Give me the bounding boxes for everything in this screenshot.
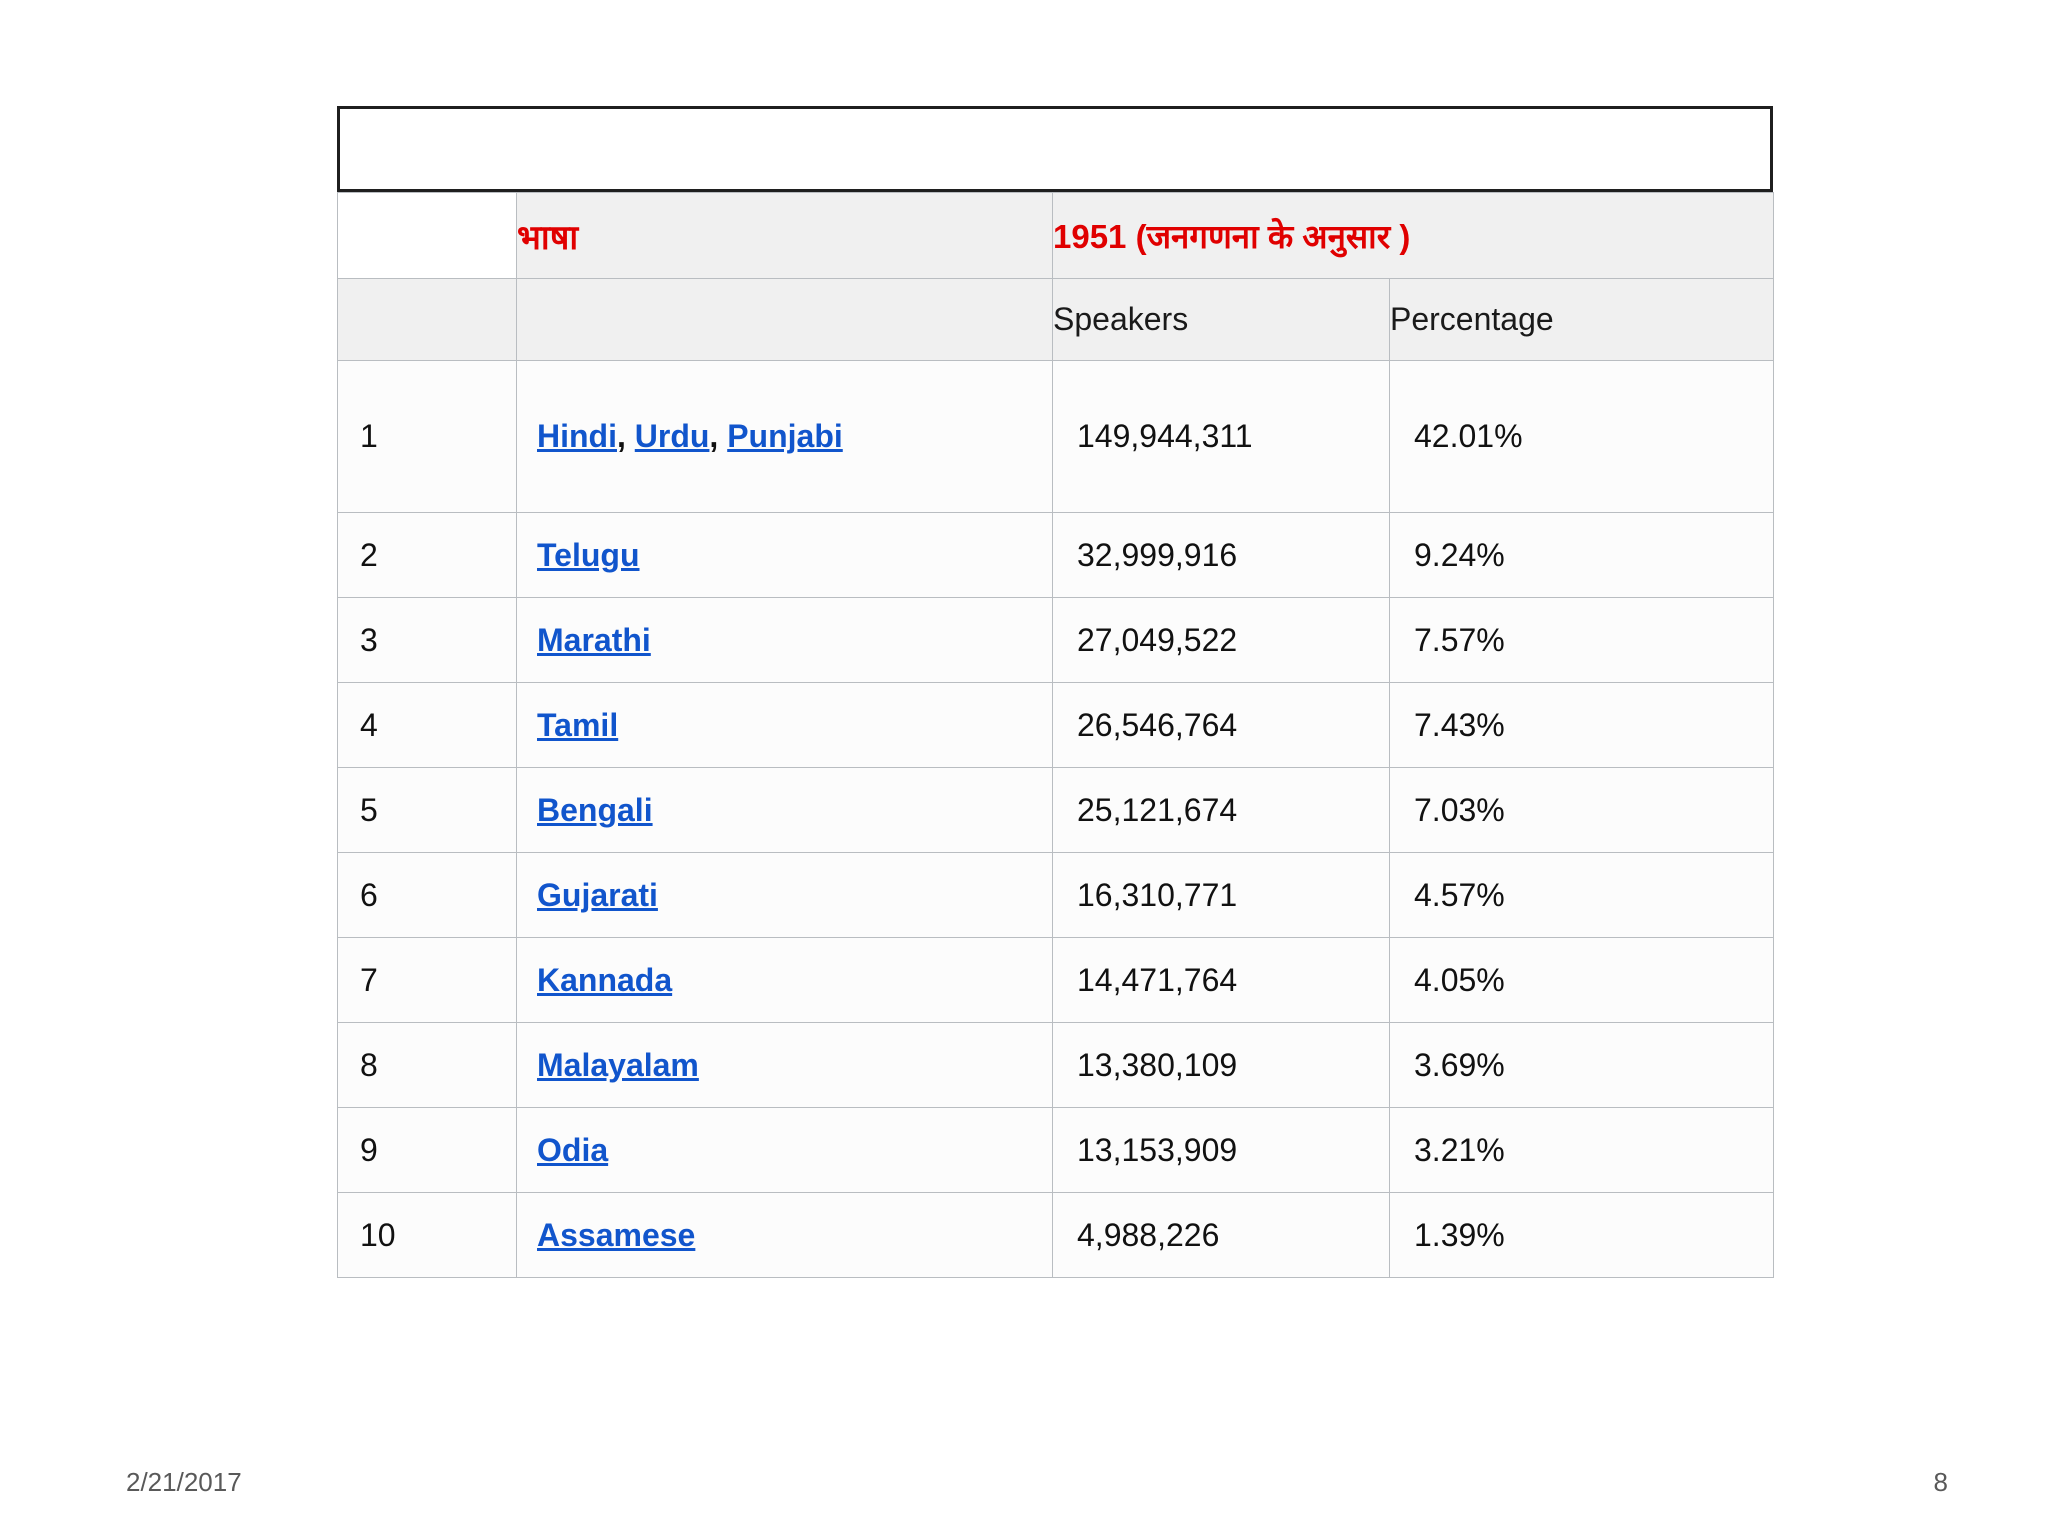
speakers-cell: 4,988,226 [1052,1192,1390,1278]
percentage-cell: 4.57% [1388,852,1775,938]
table-row: 6 Gujarati 16,310,771 4.57% [337,852,1775,938]
language-header-cell: भाषा [516,192,1053,279]
language-link[interactable]: Bengali [537,791,653,828]
language-cell: Marathi [516,597,1053,683]
table-header-row-2: Speakers Percentage [337,278,1775,361]
percentage-cell: 7.57% [1388,597,1775,683]
table-row: 3 Marathi 27,049,522 7.57% [337,597,1775,683]
speakers-cell: 13,380,109 [1052,1022,1390,1108]
speakers-cell: 16,310,771 [1052,852,1390,938]
percentage-cell: 9.24% [1388,512,1775,598]
language-link[interactable]: Malayalam [537,1046,699,1083]
table-header-row-1: भाषा 1951 (जनगणना के अनुसार ) [337,192,1775,279]
language-link[interactable]: Urdu [634,418,710,454]
speakers-header-cell: Speakers [1052,278,1390,361]
rank-cell: 6 [337,852,517,938]
rank-cell: 2 [337,512,517,598]
rank-cell: 1 [337,360,517,513]
rank-header-cell [337,192,517,279]
percentage-cell: 4.05% [1388,937,1775,1023]
language-link[interactable]: Kannada [537,961,673,998]
rank-cell: 10 [337,1192,517,1278]
language-link[interactable]: Assamese [537,1216,696,1253]
rank-cell: 4 [337,682,517,768]
percentage-cell: 1.39% [1388,1192,1775,1278]
rank-cell: 5 [337,767,517,853]
census-year-header-cell: 1951 (जनगणना के अनुसार ) [1051,192,1775,279]
language-cell: Hindi, Urdu, Punjabi [516,360,1053,513]
language-cell: Gujarati [516,852,1053,938]
language-cell: Tamil [516,682,1053,768]
percentage-cell: 3.69% [1388,1022,1775,1108]
rank-cell: 8 [337,1022,517,1108]
language-link[interactable]: Punjabi [727,418,843,454]
rank-cell: 3 [337,597,517,683]
language-cell: Malayalam [516,1022,1053,1108]
table-caption-row [337,106,1773,192]
language-cell: Bengali [516,767,1053,853]
page-number: 8 [1933,1467,1948,1497]
speakers-cell: 25,121,674 [1052,767,1390,853]
table-body: 1 Hindi, Urdu, Punjabi 149,944,311 42.01… [337,360,1775,1278]
speakers-cell: 13,153,909 [1052,1107,1390,1193]
table-row: 2 Telugu 32,999,916 9.24% [337,512,1775,598]
table-row: 8 Malayalam 13,380,109 3.69% [337,1022,1775,1108]
language-subheader-cell [516,278,1053,361]
rank-subheader-cell [337,278,517,361]
language-cell: Assamese [516,1192,1053,1278]
census-table: भाषा 1951 (जनगणना के अनुसार ) Speakers P… [337,192,1775,1278]
language-link[interactable]: Hindi [537,418,617,454]
language-link[interactable]: Tamil [537,706,619,743]
language-link[interactable]: Gujarati [537,876,658,913]
percentage-cell: 7.03% [1388,767,1775,853]
table-row: 10 Assamese 4,988,226 1.39% [337,1192,1775,1278]
percentage-cell: 42.01% [1388,360,1775,513]
speakers-cell: 149,944,311 [1052,360,1390,513]
table-row: 7 Kannada 14,471,764 4.05% [337,937,1775,1023]
language-link[interactable]: Marathi [537,621,651,658]
percentage-header-cell: Percentage [1388,278,1775,361]
table-row: 4 Tamil 26,546,764 7.43% [337,682,1775,768]
slide-date: 2/21/2017 [126,1467,242,1497]
table-row: 5 Bengali 25,121,674 7.03% [337,767,1775,853]
rank-cell: 9 [337,1107,517,1193]
speakers-cell: 27,049,522 [1052,597,1390,683]
language-census-table: भाषा 1951 (जनगणना के अनुसार ) Speakers P… [337,106,1775,1278]
table-row: 1 Hindi, Urdu, Punjabi 149,944,311 42.01… [337,360,1775,513]
language-cell: Odia [516,1107,1053,1193]
table-row: 9 Odia 13,153,909 3.21% [337,1107,1775,1193]
percentage-cell: 7.43% [1388,682,1775,768]
speakers-cell: 14,471,764 [1052,937,1390,1023]
speakers-cell: 26,546,764 [1052,682,1390,768]
language-cell: Kannada [516,937,1053,1023]
percentage-cell: 3.21% [1388,1107,1775,1193]
speakers-cell: 32,999,916 [1052,512,1390,598]
rank-cell: 7 [337,937,517,1023]
language-cell: Telugu [516,512,1053,598]
language-link[interactable]: Telugu [537,536,640,573]
language-link[interactable]: Odia [537,1131,609,1168]
